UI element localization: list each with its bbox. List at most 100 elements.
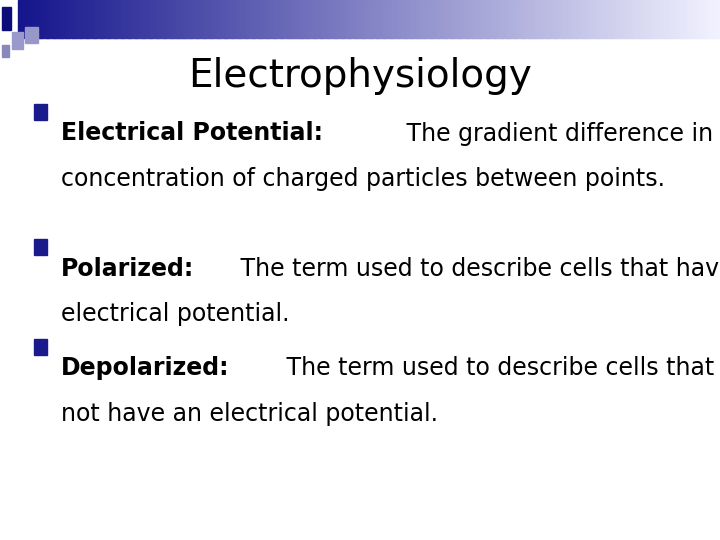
- Bar: [186, 0, 189, 38]
- Bar: [306, 0, 309, 38]
- Bar: [418, 0, 421, 38]
- Bar: [554, 0, 557, 38]
- Bar: [285, 0, 288, 38]
- Bar: [596, 0, 599, 38]
- Bar: [423, 0, 426, 38]
- Bar: [323, 0, 325, 38]
- Bar: [692, 0, 695, 38]
- Bar: [338, 0, 341, 38]
- Bar: [673, 0, 676, 38]
- Bar: [151, 0, 154, 38]
- Bar: [626, 0, 629, 38]
- Bar: [662, 0, 665, 38]
- Bar: [121, 0, 124, 38]
- Bar: [668, 0, 672, 38]
- Text: Depolarized:: Depolarized:: [61, 356, 230, 380]
- Bar: [486, 0, 489, 38]
- Bar: [100, 0, 103, 38]
- Bar: [149, 0, 152, 38]
- Bar: [86, 0, 89, 38]
- Bar: [79, 0, 82, 38]
- Bar: [631, 0, 634, 38]
- Bar: [598, 0, 601, 38]
- Bar: [549, 0, 552, 38]
- Bar: [289, 0, 292, 38]
- Bar: [30, 0, 33, 38]
- Bar: [97, 0, 101, 38]
- Bar: [610, 0, 613, 38]
- Bar: [32, 0, 35, 38]
- Bar: [456, 0, 459, 38]
- Bar: [192, 0, 194, 38]
- Text: not have an electrical potential.: not have an electrical potential.: [61, 402, 438, 426]
- Bar: [687, 0, 690, 38]
- Bar: [220, 0, 222, 38]
- Bar: [217, 0, 220, 38]
- Bar: [346, 0, 348, 38]
- Bar: [154, 0, 157, 38]
- Bar: [703, 0, 706, 38]
- Bar: [544, 0, 547, 38]
- Bar: [568, 0, 571, 38]
- Bar: [34, 104, 47, 120]
- Bar: [212, 0, 215, 38]
- Bar: [142, 0, 145, 38]
- Bar: [636, 0, 639, 38]
- Bar: [315, 0, 318, 38]
- Bar: [292, 0, 295, 38]
- Bar: [523, 0, 526, 38]
- Bar: [170, 0, 173, 38]
- Bar: [60, 0, 63, 38]
- Bar: [649, 0, 653, 38]
- Bar: [132, 0, 135, 38]
- Bar: [465, 0, 468, 38]
- Bar: [257, 0, 260, 38]
- Bar: [273, 0, 276, 38]
- Bar: [575, 0, 578, 38]
- Bar: [706, 0, 709, 38]
- Bar: [331, 0, 335, 38]
- Bar: [411, 0, 414, 38]
- Bar: [205, 0, 208, 38]
- Bar: [481, 0, 485, 38]
- Bar: [294, 0, 297, 38]
- Bar: [680, 0, 683, 38]
- Bar: [231, 0, 234, 38]
- Bar: [507, 0, 510, 38]
- Bar: [462, 0, 466, 38]
- Bar: [181, 0, 185, 38]
- Bar: [641, 0, 644, 38]
- Bar: [156, 0, 159, 38]
- Bar: [479, 0, 482, 38]
- Bar: [144, 0, 148, 38]
- Bar: [235, 0, 239, 38]
- Bar: [713, 0, 716, 38]
- Bar: [505, 0, 508, 38]
- Bar: [500, 0, 503, 38]
- Bar: [362, 0, 365, 38]
- Bar: [432, 0, 435, 38]
- Bar: [301, 0, 304, 38]
- Bar: [25, 27, 38, 43]
- Bar: [381, 0, 384, 38]
- Bar: [271, 0, 274, 38]
- Bar: [42, 0, 45, 38]
- Bar: [374, 0, 377, 38]
- Bar: [310, 0, 314, 38]
- Bar: [608, 0, 611, 38]
- Bar: [585, 0, 588, 38]
- Bar: [46, 0, 49, 38]
- Bar: [533, 0, 536, 38]
- Bar: [395, 0, 397, 38]
- Bar: [559, 0, 562, 38]
- Bar: [577, 0, 580, 38]
- Bar: [163, 0, 166, 38]
- Bar: [580, 0, 582, 38]
- Bar: [355, 0, 358, 38]
- Bar: [715, 0, 719, 38]
- Bar: [25, 0, 28, 38]
- Bar: [379, 0, 382, 38]
- Bar: [439, 0, 442, 38]
- Bar: [109, 0, 112, 38]
- Bar: [275, 0, 279, 38]
